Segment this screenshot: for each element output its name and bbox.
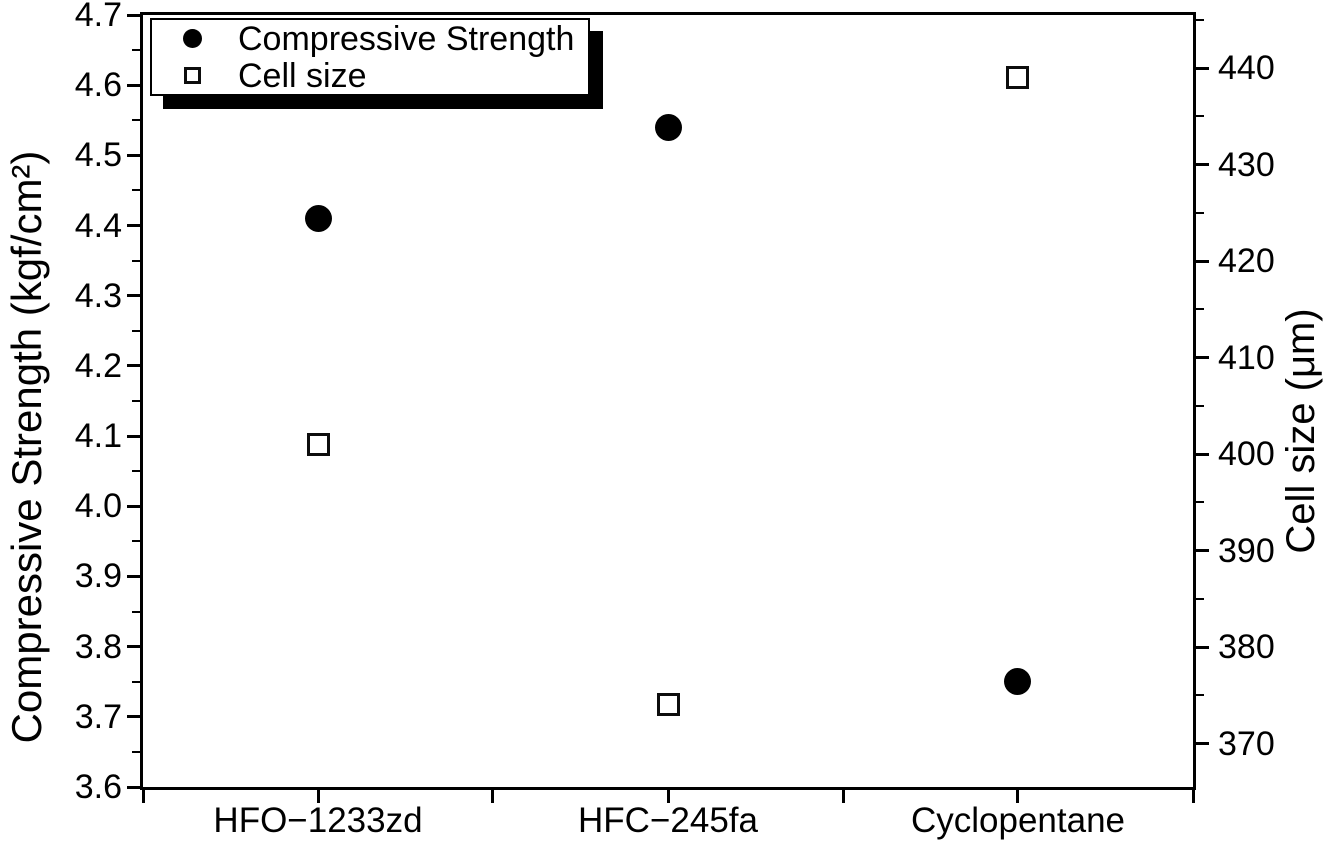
right-axis-major-tick: [1196, 259, 1209, 263]
data-point-cell-size: [306, 432, 330, 456]
left-axis-minor-tick: [132, 259, 140, 262]
right-axis-minor-tick: [1196, 115, 1204, 118]
left-axis-major-tick: [127, 364, 140, 368]
x-axis-tick: [141, 790, 145, 803]
left-axis-major-tick: [127, 785, 140, 789]
data-point-cell-size: [656, 693, 680, 717]
left-axis-tick-label: 4.1: [74, 417, 122, 456]
right-axis-tick-label: 380: [1218, 628, 1275, 667]
left-axis-major-tick: [127, 294, 140, 298]
left-axis-major-tick: [127, 574, 140, 578]
left-axis-tick-label: 3.7: [74, 697, 122, 736]
left-axis-tick-label: 4.0: [74, 487, 122, 526]
legend-label-compressive-strength: Compressive Strength: [238, 19, 575, 58]
legend-entry-compressive-strength: Compressive Strength: [152, 20, 588, 57]
x-axis-tick: [841, 790, 845, 803]
right-axis-title: Cell size (μm): [1279, 308, 1323, 554]
x-axis-tick: [666, 790, 670, 803]
right-axis-minor-tick: [1196, 211, 1204, 214]
x-axis-tick: [1191, 790, 1195, 803]
filled-circle-icon: [180, 29, 204, 48]
left-axis-title: Compressive Strength (kgf/cm²): [3, 150, 50, 744]
right-axis-major-tick: [1196, 549, 1209, 553]
legend-entry-cell-size: Cell size: [152, 57, 588, 94]
x-axis-tick: [316, 790, 320, 803]
left-axis-tick-label: 4.2: [74, 346, 122, 385]
right-axis-major-tick: [1196, 742, 1209, 746]
right-axis-major-tick: [1196, 163, 1209, 167]
right-axis-minor-tick: [1196, 501, 1204, 504]
legend: Compressive Strength Cell size: [150, 18, 590, 96]
left-axis-minor-tick: [132, 540, 140, 543]
left-axis-major-tick: [127, 83, 140, 87]
left-axis-major-tick: [127, 13, 140, 17]
x-axis-tick: [1016, 790, 1020, 803]
left-axis-minor-tick: [132, 119, 140, 122]
left-axis-minor-tick: [132, 49, 140, 52]
right-axis-tick-label: 370: [1218, 724, 1275, 763]
left-axis-tick-label: 4.4: [74, 206, 122, 245]
data-point-compressive-strength: [304, 205, 332, 233]
data-point-cell-size: [1006, 66, 1030, 90]
right-axis-tick-label: 430: [1218, 145, 1275, 184]
left-axis-tick-label: 4.6: [74, 66, 122, 105]
left-axis-minor-tick: [132, 680, 140, 683]
right-axis-minor-tick: [1196, 18, 1204, 21]
x-axis-tick: [491, 790, 495, 803]
left-axis-tick-label: 4.3: [74, 276, 122, 315]
left-axis-major-tick: [127, 645, 140, 649]
left-axis-minor-tick: [132, 470, 140, 473]
right-axis-minor-tick: [1196, 597, 1204, 600]
left-axis-minor-tick: [132, 189, 140, 192]
left-axis-minor-tick: [132, 750, 140, 753]
left-axis-tick-label: 3.6: [74, 768, 122, 806]
legend-label-cell-size: Cell size: [238, 56, 367, 95]
left-axis-tick-label: 4.5: [74, 136, 122, 175]
right-axis-major-tick: [1196, 452, 1209, 456]
right-axis-tick-label: 390: [1218, 531, 1275, 570]
right-axis-minor-tick: [1196, 404, 1204, 407]
left-axis-major-tick: [127, 504, 140, 508]
right-axis-tick-label: 400: [1218, 435, 1275, 474]
right-axis-tick-label: 420: [1218, 242, 1275, 281]
plot-area: [140, 12, 1196, 790]
right-axis-minor-tick: [1196, 694, 1204, 697]
left-axis-tick-label: 3.8: [74, 627, 122, 666]
left-axis-major-tick: [127, 224, 140, 228]
right-axis-tick-label: 440: [1218, 49, 1275, 88]
data-point-compressive-strength: [1004, 668, 1032, 696]
x-category-label: HFC−245fa: [578, 801, 758, 840]
left-axis-minor-tick: [132, 329, 140, 332]
x-category-label: Cyclopentane: [910, 801, 1126, 840]
right-axis-tick-label: 410: [1218, 338, 1275, 377]
right-axis-major-tick: [1196, 356, 1209, 360]
right-axis-major-tick: [1196, 66, 1209, 70]
left-axis-minor-tick: [132, 400, 140, 402]
left-axis-tick-label: 4.7: [74, 0, 122, 34]
data-point-compressive-strength: [654, 113, 682, 141]
open-square-icon: [180, 67, 204, 84]
left-axis-tick-label: 3.9: [74, 557, 122, 596]
left-axis-major-tick: [127, 715, 140, 719]
x-category-label: HFO−1233zd: [213, 801, 423, 840]
left-axis-minor-tick: [132, 610, 140, 613]
right-axis-major-tick: [1196, 645, 1209, 649]
left-axis-major-tick: [127, 434, 140, 438]
left-axis-major-tick: [127, 153, 140, 157]
right-axis-minor-tick: [1196, 308, 1204, 311]
